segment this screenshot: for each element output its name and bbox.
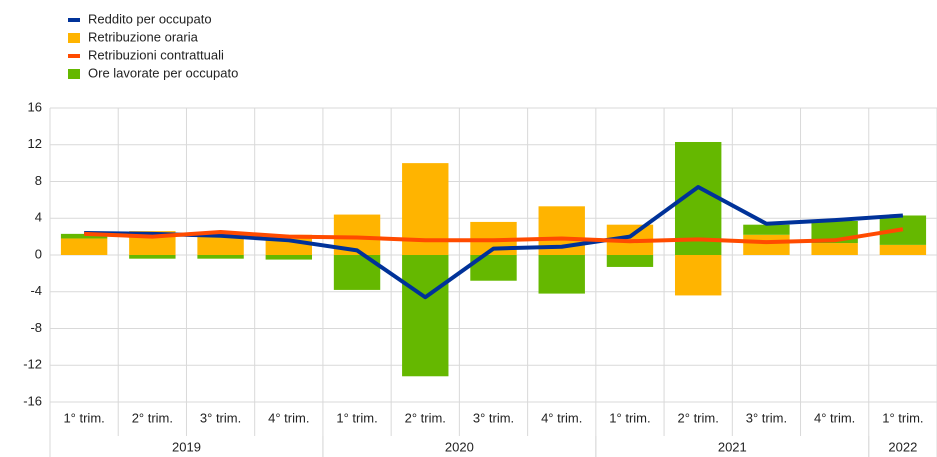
y-tick-label: 16 [28,99,42,114]
bar [265,255,313,260]
x-tick-label: 1° trim. [609,410,650,425]
x-tick-label: 2° trim. [678,410,719,425]
y-tick-label: 8 [35,173,42,188]
bar [60,233,108,239]
bar [402,255,449,377]
x-tick-label: 3° trim. [473,410,514,425]
legend-label: Reddito per occupato [88,11,212,26]
legend-label: Ore lavorate per occupato [88,65,238,80]
group-label: 2020 [445,439,474,454]
x-tick-label: 2° trim. [405,410,446,425]
bar [674,255,722,296]
legend-swatch [68,33,80,43]
bar [606,255,654,267]
line [84,227,904,245]
bar [811,243,858,255]
x-tick-label: 1° trim. [63,410,104,425]
bar [60,238,108,255]
y-tick-label: -12 [23,357,42,372]
legend-label: Retribuzioni contrattuali [88,47,224,62]
legend-swatch [68,54,80,58]
y-tick-label: -8 [30,320,42,335]
x-tick-label: 1° trim. [336,410,377,425]
y-tick-label: 12 [28,136,42,151]
x-tick-label: 2° trim. [132,410,173,425]
legend-swatch [68,69,80,79]
bar [879,244,927,255]
x-tick-label: 4° trim. [268,410,309,425]
bar [743,234,790,255]
legend-label: Retribuzione oraria [88,29,199,44]
x-tick-label: 3° trim. [746,410,787,425]
y-tick-label: -16 [23,393,42,408]
bar [197,255,244,259]
group-label: 2021 [718,439,747,454]
x-tick-label: 4° trim. [814,410,855,425]
y-tick-label: -4 [30,283,42,298]
x-tick-label: 3° trim. [200,410,241,425]
y-tick-label: 0 [35,246,42,261]
y-tick-label: 4 [35,210,42,225]
bar [129,255,176,259]
line [84,185,904,300]
group-label: 2022 [888,439,917,454]
x-tick-label: 4° trim. [541,410,582,425]
x-tick-label: 1° trim. [882,410,923,425]
legend-swatch [68,18,80,22]
bar [538,255,585,294]
bar [743,224,790,235]
group-label: 2019 [172,439,201,454]
